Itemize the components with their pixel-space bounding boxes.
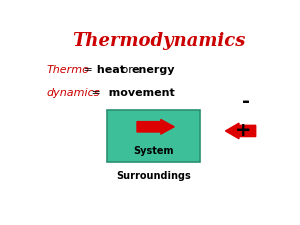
Text: movement: movement xyxy=(101,88,175,98)
Text: or: or xyxy=(118,65,136,75)
Text: Thermo: Thermo xyxy=(47,65,90,75)
Text: System: System xyxy=(134,146,174,156)
FancyArrow shape xyxy=(137,119,174,134)
FancyArrow shape xyxy=(226,123,256,139)
Text: heat: heat xyxy=(93,65,125,75)
Text: =: = xyxy=(88,88,105,98)
Text: Surroundings: Surroundings xyxy=(116,171,191,181)
Text: dynamics: dynamics xyxy=(47,88,100,98)
Text: +: + xyxy=(235,122,251,140)
Text: =: = xyxy=(80,65,96,75)
FancyBboxPatch shape xyxy=(107,110,200,162)
Text: energy: energy xyxy=(132,65,175,75)
Text: Thermodynamics: Thermodynamics xyxy=(72,32,245,50)
Text: -: - xyxy=(242,92,250,111)
